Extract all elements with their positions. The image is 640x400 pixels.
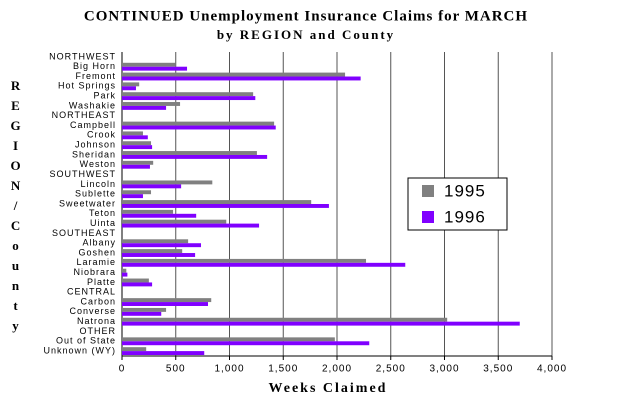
y-tick-label: SOUTHEAST — [52, 228, 116, 238]
x-tick-label: 2,500 — [376, 364, 406, 375]
y-tick-label: Sheridan — [72, 149, 116, 159]
y-tick-label: Campbell — [70, 120, 116, 130]
legend-swatch — [422, 211, 434, 223]
y-tick-label: Crook — [87, 130, 116, 140]
y-tick-label: Uinta — [90, 218, 116, 228]
chart-subtitle: by REGION and County — [217, 27, 395, 42]
bar — [122, 154, 268, 159]
y-tick-label: Goshen — [78, 247, 116, 257]
y-tick-label: Johnson — [75, 140, 116, 150]
bar — [122, 190, 152, 195]
bar — [122, 151, 257, 155]
y-tick-label: Carbon — [80, 296, 116, 306]
bar — [122, 62, 176, 67]
y-tick-label: Sublette — [75, 189, 116, 199]
y-tick-label: Albany — [82, 238, 116, 248]
x-tick-label: 1,500 — [268, 364, 298, 375]
bar — [122, 341, 370, 346]
bar — [122, 160, 154, 165]
y-tick-label: Big Horn — [73, 61, 116, 71]
bar — [122, 141, 152, 146]
bar — [122, 282, 153, 287]
bar — [122, 317, 448, 322]
x-axis-label: Weeks Claimed — [269, 381, 388, 396]
x-tick-label: 0 — [119, 364, 126, 375]
y-tick-label: SOUTHWEST — [50, 169, 117, 179]
x-tick-label: 3,500 — [483, 364, 513, 375]
y-tick-label: Lincoln — [80, 179, 116, 189]
bar — [122, 272, 128, 277]
y-tick-label: Platte — [87, 277, 116, 287]
bar — [122, 351, 205, 356]
bar — [122, 66, 188, 71]
y-tick-label: Park — [93, 91, 116, 101]
bar — [122, 82, 140, 87]
bar — [122, 135, 148, 140]
y-tick-label: Unknown (WY) — [43, 345, 116, 355]
bar — [122, 311, 162, 316]
bar — [122, 76, 361, 81]
bar — [122, 219, 227, 224]
bar — [122, 347, 147, 352]
y-tick-label: Washakie — [69, 100, 116, 110]
bar — [122, 258, 367, 263]
x-tick-label: 500 — [166, 364, 186, 375]
bar — [122, 321, 520, 326]
y-tick-label: Niobrara — [73, 267, 116, 277]
x-tick-label: 1,000 — [214, 364, 244, 375]
y-tick-label: OTHER — [80, 326, 117, 336]
x-tick-label: 2,000 — [322, 364, 352, 375]
bar — [122, 307, 167, 312]
bar — [122, 200, 312, 204]
bar — [122, 180, 213, 185]
bar — [122, 209, 174, 214]
legend-label: 1996 — [444, 207, 486, 226]
bar — [122, 239, 189, 244]
bar — [122, 278, 149, 283]
bar — [122, 125, 276, 130]
bar — [122, 102, 181, 106]
y-tick-label: Out of State — [56, 336, 116, 346]
y-tick-label: NORTHEAST — [52, 110, 116, 120]
y-tick-label: Converse — [69, 306, 116, 316]
bar — [122, 249, 183, 254]
y-axis-label: REGION/County — [8, 78, 23, 338]
y-tick-label: Laramie — [76, 257, 116, 267]
bar — [122, 96, 256, 101]
y-tick-label: Fremont — [75, 71, 116, 81]
bar — [122, 92, 254, 97]
y-tick-label: Sweetwater — [59, 198, 116, 208]
bar — [122, 184, 182, 189]
bar — [122, 253, 196, 257]
bar — [122, 121, 275, 126]
y-tick-label: Weston — [80, 159, 116, 169]
bar — [122, 213, 197, 218]
bar — [122, 337, 335, 342]
y-tick-label: NORTHWEST — [49, 51, 116, 61]
bar — [122, 72, 346, 77]
bar — [122, 145, 153, 150]
bar — [122, 204, 329, 208]
legend-swatch — [422, 185, 434, 197]
bar — [122, 86, 136, 91]
bar — [122, 262, 406, 267]
x-tick-label: 3,000 — [429, 364, 459, 375]
bar — [122, 302, 208, 306]
y-tick-label: Teton — [89, 208, 116, 218]
y-tick-label: Hot Springs — [58, 81, 116, 91]
bar — [122, 298, 212, 303]
y-tick-label: Natrona — [77, 316, 116, 326]
bar — [122, 268, 127, 273]
bar — [122, 223, 260, 228]
chart-title: CONTINUED Unemployment Insurance Claims … — [84, 8, 528, 24]
y-tick-label: CENTRAL — [67, 287, 116, 297]
legend-label: 1995 — [444, 181, 486, 200]
bar — [122, 164, 150, 169]
bar — [122, 131, 143, 136]
x-tick-label: 4,000 — [537, 364, 567, 375]
bar — [122, 105, 167, 110]
bar — [122, 194, 143, 199]
bar — [122, 243, 202, 248]
